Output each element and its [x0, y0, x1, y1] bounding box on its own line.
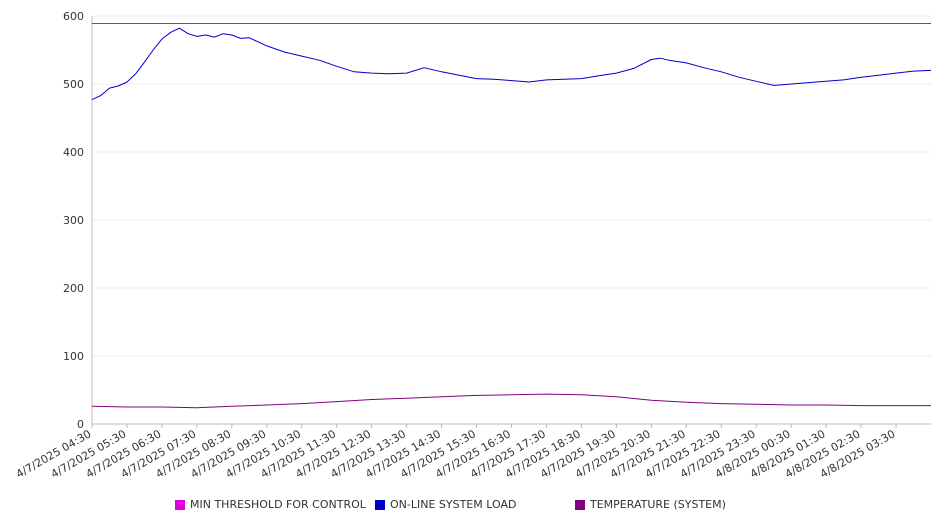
legend-item-temperature: TEMPERATURE (SYSTEM): [575, 498, 726, 511]
y-tick-label: 600: [63, 10, 84, 23]
legend-swatch-threshold: [175, 499, 185, 510]
legend-swatch-load: [375, 499, 385, 510]
gridlines: [92, 15, 931, 425]
legend-item-load: ON-LINE SYSTEM LOAD: [375, 498, 516, 511]
legend-item-threshold: MIN THRESHOLD FOR CONTROL: [175, 498, 366, 511]
y-tick-label: 400: [63, 146, 84, 159]
legend-label-threshold: MIN THRESHOLD FOR CONTROL: [190, 498, 366, 511]
y-tick-label: 500: [63, 78, 84, 91]
y-tick-label: 200: [63, 282, 84, 295]
legend-swatch-temperature: [575, 499, 585, 510]
series-lines: [91, 23, 932, 409]
legend-label-load: ON-LINE SYSTEM LOAD: [390, 498, 517, 511]
y-tick-label: 100: [63, 350, 84, 363]
axes: [91, 16, 931, 428]
temperature-line: [91, 393, 931, 409]
legend: MIN THRESHOLD FOR CONTROL ON-LINE SYSTEM…: [0, 498, 946, 516]
legend-label-temperature: TEMPERATURE (SYSTEM): [590, 498, 726, 511]
y-tick-label: 300: [63, 214, 84, 227]
y-tick-label: 0: [77, 418, 84, 431]
system-load-line: [91, 27, 932, 101]
